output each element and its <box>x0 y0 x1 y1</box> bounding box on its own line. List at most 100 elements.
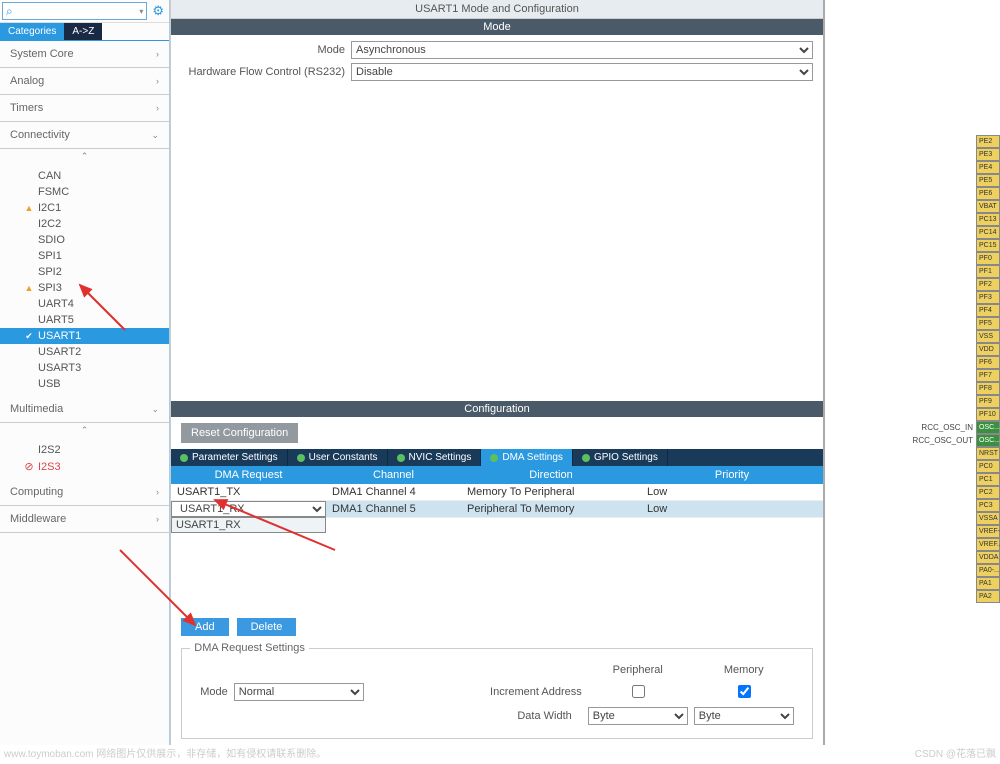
inc-memory-checkbox[interactable] <box>738 685 751 698</box>
pin-VSS[interactable]: VSS <box>976 330 1000 343</box>
sidebar-item-usart2[interactable]: USART2 <box>0 344 169 360</box>
sidebar-item-usart3[interactable]: USART3 <box>0 360 169 376</box>
pin-PF4[interactable]: PF4 <box>976 304 1000 317</box>
sidebar-item-fsmc[interactable]: FSMC <box>0 184 169 200</box>
gear-icon[interactable]: ⚙ <box>149 3 167 19</box>
pin-PF7[interactable]: PF7 <box>976 369 1000 382</box>
pin-PC14[interactable]: PC14 <box>976 226 1000 239</box>
dma-row[interactable]: USART1_TXDMA1 Channel 4Memory To Periphe… <box>171 484 823 501</box>
pin-NRST[interactable]: NRST <box>976 447 1000 460</box>
pin-VREF-[interactable]: VREF- <box>976 525 1000 538</box>
category-multimedia[interactable]: Multimedia⌄ <box>0 396 169 423</box>
pin-OSC[interactable]: OSC...RCC_OSC_IN <box>976 421 1000 434</box>
pin-PC13[interactable]: PC13 <box>976 213 1000 226</box>
sidebar-item-usart1[interactable]: ✔USART1 <box>0 328 169 344</box>
col-priority: Priority <box>641 466 823 484</box>
col-peripheral: Peripheral <box>588 664 688 676</box>
pin-PF3[interactable]: PF3 <box>976 291 1000 304</box>
hfc-label: Hardware Flow Control (RS232) <box>181 66 351 78</box>
search-input[interactable] <box>16 5 137 17</box>
pin-column: PE2PE3PE4PE5PE6VBATPC13PC14PC15PF0PF1PF2… <box>976 135 1000 603</box>
delete-button[interactable]: Delete <box>237 618 297 636</box>
sidebar-item-spi2[interactable]: SPI2 <box>0 264 169 280</box>
pin-PE3[interactable]: PE3 <box>976 148 1000 161</box>
sidebar-item-usb[interactable]: USB <box>0 376 169 392</box>
pin-PA0-[interactable]: PA0-... <box>976 564 1000 577</box>
reqset-legend: DMA Request Settings <box>190 642 309 654</box>
dw-memory-select[interactable]: Byte <box>694 707 794 725</box>
reqset-mode-select[interactable]: Normal <box>234 683 364 701</box>
sidebar-item-uart4[interactable]: UART4 <box>0 296 169 312</box>
search-box[interactable]: ⌕ ▾ <box>2 2 147 20</box>
pin-PF2[interactable]: PF2 <box>976 278 1000 291</box>
category-connectivity[interactable]: Connectivity⌄ <box>0 122 169 149</box>
pin-VREF[interactable]: VREF... <box>976 538 1000 551</box>
pin-PF5[interactable]: PF5 <box>976 317 1000 330</box>
dma-request-select[interactable]: USART1_RX <box>171 501 326 517</box>
data-width-label: Data Width <box>200 710 582 722</box>
dma-request-option[interactable]: USART1_RX <box>171 517 326 533</box>
sidebar-item-i2c2[interactable]: I2C2 <box>0 216 169 232</box>
pin-PE4[interactable]: PE4 <box>976 161 1000 174</box>
tab-categories[interactable]: Categories <box>0 23 64 40</box>
pin-OSC[interactable]: OSC...RCC_OSC_OUT <box>976 434 1000 447</box>
pin-PC3[interactable]: PC3 <box>976 499 1000 512</box>
pin-PE5[interactable]: PE5 <box>976 174 1000 187</box>
cfg-tab-gpio-settings[interactable]: GPIO Settings <box>573 449 668 466</box>
pin-PF1[interactable]: PF1 <box>976 265 1000 278</box>
sidebar-item-spi1[interactable]: SPI1 <box>0 248 169 264</box>
cfg-tab-dma-settings[interactable]: DMA Settings <box>481 449 573 466</box>
mode-label: Mode <box>181 44 351 56</box>
tab-az[interactable]: A->Z <box>64 23 102 40</box>
pin-PF10[interactable]: PF10 <box>976 408 1000 421</box>
main-panel: USART1 Mode and Configuration Mode Mode … <box>170 0 823 745</box>
sidebar-item-i2s3[interactable]: ⊘I2S3 <box>0 458 169 475</box>
cfg-tab-parameter-settings[interactable]: Parameter Settings <box>171 449 288 466</box>
col-direction: Direction <box>461 466 641 484</box>
category-analog[interactable]: Analog› <box>0 68 169 95</box>
sidebar-item-uart5[interactable]: UART5 <box>0 312 169 328</box>
search-icon: ⌕ <box>3 4 16 19</box>
cfg-tab-user-constants[interactable]: User Constants <box>288 449 388 466</box>
search-dropdown-icon[interactable]: ▾ <box>136 7 146 16</box>
category-middleware[interactable]: Middleware› <box>0 506 169 533</box>
cfg-tab-nvic-settings[interactable]: NVIC Settings <box>388 449 482 466</box>
sidebar-item-i2s2[interactable]: I2S2 <box>0 442 169 458</box>
pin-VBAT[interactable]: VBAT <box>976 200 1000 213</box>
inc-peripheral-checkbox[interactable] <box>632 685 645 698</box>
pin-VDD[interactable]: VDD <box>976 343 1000 356</box>
pin-PC2[interactable]: PC2 <box>976 486 1000 499</box>
pin-PC1[interactable]: PC1 <box>976 473 1000 486</box>
sidebar-item-sdio[interactable]: SDIO <box>0 232 169 248</box>
dma-request-settings: DMA Request Settings Peripheral Memory M… <box>181 642 813 739</box>
mode-select[interactable]: Asynchronous <box>351 41 813 59</box>
sidebar-item-i2c1[interactable]: ▲I2C1 <box>0 200 169 216</box>
config-header: Configuration <box>171 401 823 417</box>
hfc-select[interactable]: Disable <box>351 63 813 81</box>
pin-VSSA[interactable]: VSSA <box>976 512 1000 525</box>
pin-PE2[interactable]: PE2 <box>976 135 1000 148</box>
pin-PC0[interactable]: PC0 <box>976 460 1000 473</box>
pin-PF0[interactable]: PF0 <box>976 252 1000 265</box>
add-button[interactable]: Add <box>181 618 229 636</box>
category-system-core[interactable]: System Core› <box>0 41 169 68</box>
reset-config-button[interactable]: Reset Configuration <box>181 423 298 443</box>
pin-PA2[interactable]: PA2 <box>976 590 1000 603</box>
dma-row[interactable]: USART1_RXDMA1 Channel 5Peripheral To Mem… <box>171 501 823 518</box>
category-computing[interactable]: Computing› <box>0 479 169 506</box>
sidebar-item-spi3[interactable]: ▲SPI3 <box>0 280 169 296</box>
panel-title: USART1 Mode and Configuration <box>171 0 823 19</box>
category-timers[interactable]: Timers› <box>0 95 169 122</box>
sidebar-item-can[interactable]: CAN <box>0 168 169 184</box>
pin-VDDA[interactable]: VDDA <box>976 551 1000 564</box>
pin-PF8[interactable]: PF8 <box>976 382 1000 395</box>
pin-PC15[interactable]: PC15 <box>976 239 1000 252</box>
col-memory: Memory <box>694 664 794 676</box>
pin-PE6[interactable]: PE6 <box>976 187 1000 200</box>
footer-left: www.toymoban.com 网络图片仅供展示，非存储，如有侵权请联系删除。 <box>4 745 326 760</box>
dw-peripheral-select[interactable]: Byte <box>588 707 688 725</box>
pin-PA1[interactable]: PA1 <box>976 577 1000 590</box>
pin-PF9[interactable]: PF9 <box>976 395 1000 408</box>
pin-PF6[interactable]: PF6 <box>976 356 1000 369</box>
dma-table-body: USART1_TXDMA1 Channel 4Memory To Periphe… <box>171 484 823 612</box>
